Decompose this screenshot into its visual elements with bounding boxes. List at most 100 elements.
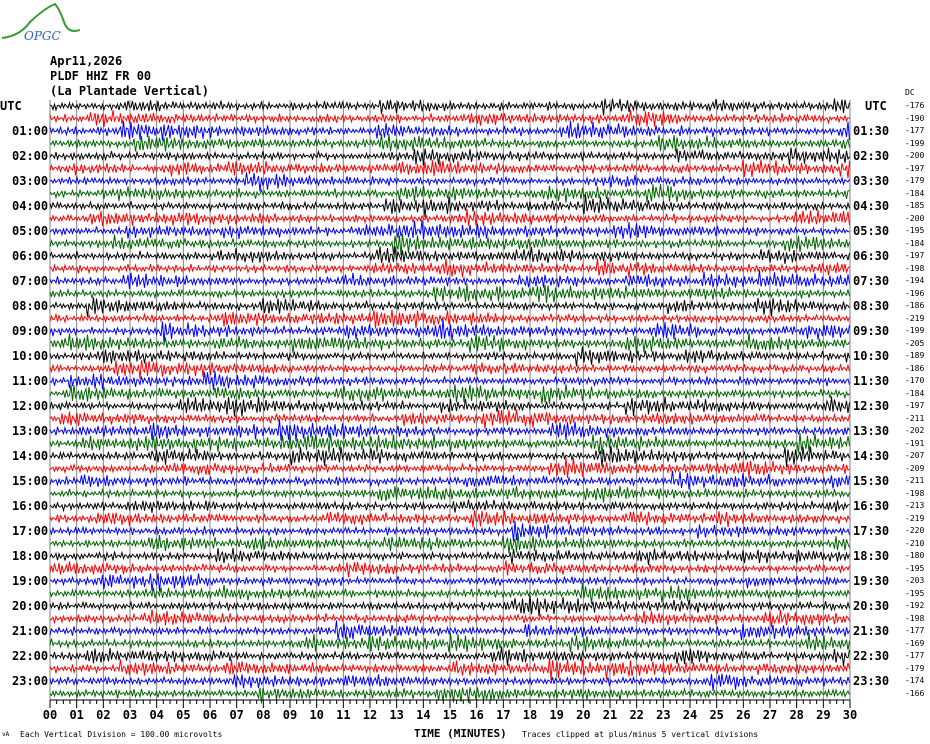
left-hour-label: 20:00 [12, 599, 49, 613]
right-hour-label: 20:30 [853, 599, 890, 613]
trace-offset-value: -189 [905, 351, 925, 360]
seismic-trace [49, 219, 850, 240]
seismic-trace [49, 548, 850, 566]
trace-offset-value: -205 [905, 338, 925, 348]
x-tick-label: 27 [763, 708, 777, 722]
station-label: PLDF HHZ FR 00 [50, 69, 152, 83]
seismic-trace [49, 594, 850, 617]
trace-offset-value: -179 [905, 176, 925, 185]
seismic-trace [49, 658, 850, 681]
left-hour-label: 08:00 [12, 299, 49, 313]
left-hour-label: 10:00 [12, 349, 49, 363]
trace-offset-value: -192 [905, 601, 925, 610]
x-tick-label: 29 [816, 708, 830, 722]
x-tick-label: 19 [549, 708, 563, 722]
x-tick-label: 04 [149, 708, 163, 722]
seismic-trace [49, 445, 850, 467]
x-tick-label: 28 [789, 708, 803, 722]
x-tick-label: 14 [416, 708, 430, 722]
x-tick-label: 02 [96, 708, 110, 722]
seismic-trace [49, 687, 850, 704]
trace-offset-value: -213 [905, 501, 925, 510]
trace-offset-value: -211 [905, 476, 925, 485]
seismic-trace [49, 485, 850, 503]
trace-offset-value: -179 [905, 663, 925, 673]
right-hour-label: 11:30 [853, 374, 890, 388]
left-hour-label: 16:00 [12, 499, 49, 513]
left-hour-label: 21:00 [12, 624, 49, 638]
seismic-trace [49, 560, 850, 578]
dc-header: DC [905, 88, 915, 97]
left-hour-label: 07:00 [12, 274, 49, 288]
seismic-trace [49, 283, 850, 304]
trace-offset-value: -177 [905, 626, 925, 635]
seismic-trace [49, 609, 850, 628]
x-tick-label: 09 [283, 708, 297, 722]
x-tick-label: 06 [203, 708, 217, 722]
x-tick-label: 25 [709, 708, 723, 722]
left-hour-label: 01:00 [12, 124, 49, 138]
seismic-trace [49, 309, 850, 329]
x-tick-label: 00 [43, 708, 57, 722]
x-tick-label: 01 [69, 708, 83, 722]
trace-offset-value: -198 [905, 613, 925, 623]
seismic-trace [49, 510, 850, 528]
trace-offset-value: -191 [905, 438, 925, 448]
right-hour-label: 21:30 [853, 624, 890, 638]
trace-offset-value: -195 [905, 226, 925, 235]
x-tick-label: 12 [363, 708, 377, 722]
x-tick-label: 11 [336, 708, 350, 722]
seismic-trace [49, 234, 850, 256]
x-tick-label: 20 [576, 708, 590, 722]
left-hour-label: 23:00 [12, 674, 49, 688]
seismic-trace [49, 98, 850, 116]
trace-offset-value: -207 [905, 451, 925, 460]
seismic-trace [49, 159, 850, 179]
trace-offset-value: -195 [905, 563, 925, 573]
right-hour-label: 09:30 [853, 324, 890, 338]
trace-offset-value: -198 [905, 263, 925, 273]
right-hour-label: 10:30 [853, 349, 890, 363]
right-hour-label: 04:30 [853, 199, 890, 213]
seismic-trace [49, 194, 850, 218]
station-description: (La Plantade Vertical) [50, 84, 209, 98]
x-tick-label: 24 [683, 708, 697, 722]
seismic-trace [49, 632, 850, 653]
right-hour-label: 19:30 [853, 574, 890, 588]
trace-offset-value: -200 [905, 151, 925, 160]
trace-offset-value: -186 [905, 363, 925, 373]
seismic-trace [49, 297, 850, 317]
right-hour-label: 08:30 [853, 299, 890, 313]
trace-offset-value: -177 [905, 651, 925, 660]
left-hour-label: 02:00 [12, 149, 49, 163]
left-timezone-label: UTC [0, 99, 22, 113]
trace-offset-value: -196 [905, 288, 925, 298]
x-tick-label: 17 [496, 708, 510, 722]
x-tick-label: 30 [843, 708, 857, 722]
trace-offset-value: -197 [905, 163, 925, 173]
trace-offset-value: -176 [905, 101, 925, 110]
opgc-logo: OPGC [1, 2, 80, 43]
seismic-trace [49, 396, 850, 417]
right-hour-label: 02:30 [853, 149, 890, 163]
x-tick-label: 18 [523, 708, 537, 722]
right-hour-label: 23:30 [853, 674, 890, 688]
left-hour-label: 09:00 [12, 324, 49, 338]
seismic-trace [49, 209, 850, 227]
trace-offset-value: -169 [905, 638, 925, 648]
right-hour-label: 06:30 [853, 249, 890, 263]
left-hour-label: 19:00 [12, 574, 49, 588]
right-hour-label: 05:30 [853, 224, 890, 238]
seismic-trace [49, 572, 850, 592]
trace-offset-value: -199 [905, 326, 925, 335]
right-hour-label: 07:30 [853, 274, 890, 288]
trace-offset-value: -199 [905, 138, 925, 148]
seismic-trace [49, 318, 850, 343]
seismic-trace [49, 109, 850, 128]
seismic-trace [49, 620, 850, 641]
trace-offset-value: -184 [905, 388, 925, 398]
trace-offset-value: -219 [905, 313, 925, 323]
right-hour-label: 03:30 [853, 174, 890, 188]
